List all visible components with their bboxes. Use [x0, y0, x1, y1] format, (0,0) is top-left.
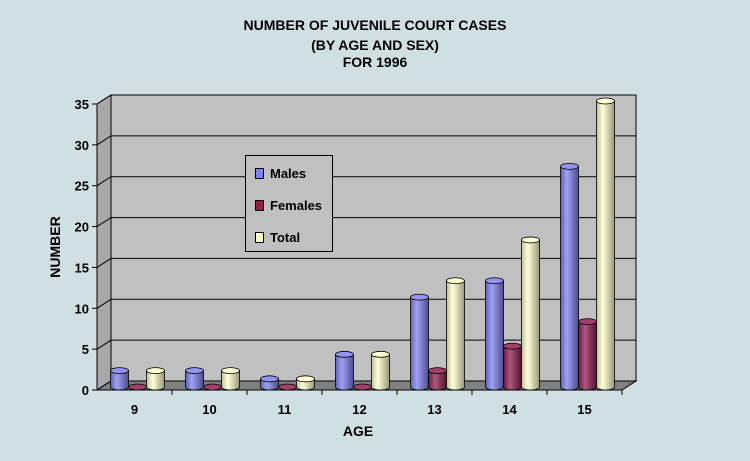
legend-label-total: Total — [270, 229, 301, 245]
plot-back-wall — [110, 94, 637, 382]
gridline — [96, 94, 636, 105]
gridline — [96, 257, 636, 268]
x-tick-label: 11 — [278, 402, 292, 417]
bar-total-age-15 — [596, 100, 615, 391]
bar-top-females-age-12 — [353, 383, 372, 391]
bar-males-age-12 — [335, 353, 354, 391]
y-tick-label: 25 — [75, 179, 89, 194]
bar-top-males-age-10 — [185, 367, 204, 375]
gridline — [96, 217, 636, 227]
bar-males-age-14 — [485, 280, 504, 391]
bar-top-females-age-10 — [203, 383, 222, 391]
y-tick-label: 0 — [82, 383, 89, 398]
bar-total-age-13 — [446, 280, 465, 391]
x-tick-label: 15 — [577, 402, 591, 417]
plot-area: 0 5 10 15 20 25 30 35 9 10 11 12 13 14 15 — [75, 94, 638, 417]
chart-title-line-1: NUMBER OF JUVENILE COURT CASES — [244, 17, 507, 33]
x-tick-label: 10 — [202, 402, 216, 417]
bar-top-males-age-14 — [485, 277, 504, 285]
x-tick-label: 14 — [502, 402, 517, 417]
legend-label-females: Females — [270, 197, 323, 213]
y-tick-label: 20 — [75, 220, 89, 235]
legend-swatch-females — [255, 199, 264, 211]
bar-top-females-age-15 — [578, 318, 597, 326]
bar-females-age-14 — [503, 345, 522, 391]
bar-top-total-age-11 — [296, 375, 315, 383]
bar-top-males-age-12 — [335, 350, 354, 358]
bar-top-females-age-9 — [128, 383, 147, 391]
x-axis-label: AGE — [343, 423, 373, 439]
x-tick-label: 9 — [131, 402, 138, 417]
bar-males-age-15 — [560, 165, 579, 391]
bar-top-males-age-15 — [560, 162, 579, 170]
bar-top-total-age-9 — [146, 367, 165, 375]
gridline — [96, 135, 636, 146]
gridline — [96, 176, 636, 187]
y-tick-label: 15 — [75, 260, 89, 275]
legend-label-males: Males — [270, 165, 307, 181]
bar-top-total-age-15 — [596, 97, 615, 105]
bar-total-age-14 — [521, 239, 540, 391]
bar-top-total-age-14 — [521, 236, 540, 244]
x-tick-label: 12 — [352, 402, 366, 417]
bar-top-males-age-13 — [410, 293, 429, 301]
bar-females-age-15 — [578, 321, 597, 391]
bar-males-age-13 — [410, 296, 429, 391]
plot-side-wall — [96, 94, 112, 391]
y-tick-label: 30 — [75, 138, 89, 153]
y-tick-label: 35 — [75, 97, 89, 112]
legend: Males Females Total — [245, 155, 333, 252]
bar-top-females-age-13 — [428, 367, 447, 375]
chart-title-line-2: (BY AGE AND SEX) — [311, 37, 439, 53]
bar-top-total-age-13 — [446, 277, 465, 285]
bar-total-age-9 — [146, 370, 165, 391]
bar-top-males-age-9 — [110, 367, 129, 375]
legend-item-females: Females — [255, 197, 322, 213]
bar-total-age-10 — [221, 370, 240, 391]
legend-item-males: Males — [255, 165, 306, 181]
bar-top-females-age-14 — [503, 342, 522, 350]
y-tick-label: 5 — [82, 342, 89, 357]
bar-total-age-12 — [371, 353, 390, 391]
bar-top-males-age-11 — [260, 375, 279, 383]
x-tick-label: 13 — [427, 402, 441, 417]
bar-top-total-age-10 — [221, 367, 240, 375]
legend-swatch-males — [255, 167, 264, 179]
chart-title-line-3: FOR 1996 — [343, 54, 408, 70]
legend-item-total: Total — [255, 229, 300, 245]
legend-swatch-total — [255, 231, 264, 243]
y-axis-label: NUMBER — [47, 216, 63, 277]
bar-top-total-age-12 — [371, 350, 390, 358]
y-tick-label: 10 — [75, 301, 89, 316]
bar-top-females-age-11 — [278, 383, 297, 391]
